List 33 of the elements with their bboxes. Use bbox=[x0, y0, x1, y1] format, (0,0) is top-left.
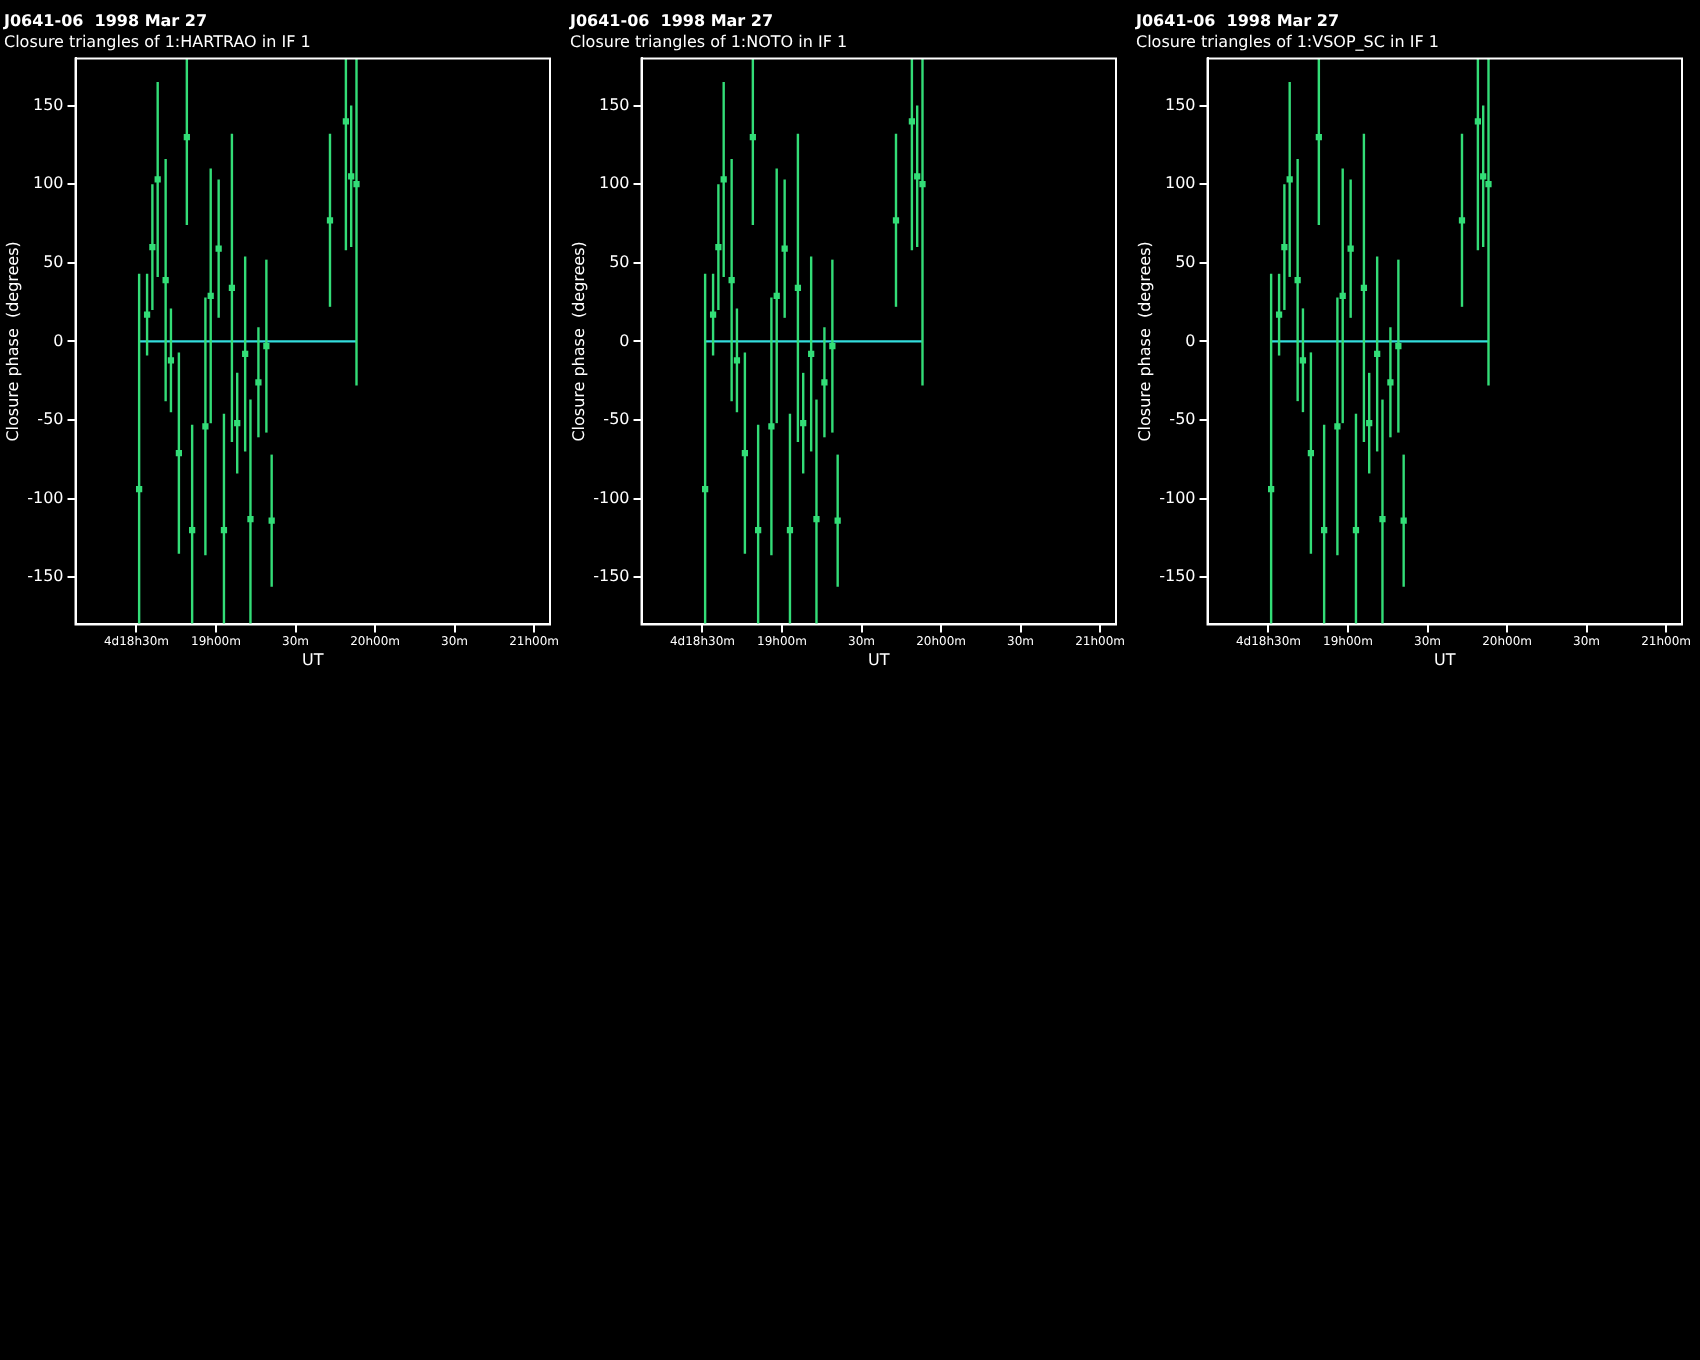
y-tick-label: -100 bbox=[1159, 488, 1196, 507]
y-tick-label: 100 bbox=[598, 174, 630, 193]
y-tick-label: 150 bbox=[598, 95, 630, 114]
y-axis-title: Closure phase (degrees) bbox=[569, 241, 588, 442]
y-tick-label: 0 bbox=[53, 331, 64, 350]
chart-subtitle: Closure triangles of 1:NOTO in IF 1 bbox=[570, 32, 848, 51]
y-tick-label: 100 bbox=[1164, 174, 1196, 193]
y-tick-label: 0 bbox=[619, 331, 630, 350]
y-tick-label: -100 bbox=[27, 488, 64, 507]
chart-subtitle: Closure triangles of 1:HARTRAO in IF 1 bbox=[4, 32, 311, 51]
y-tick-label: 0 bbox=[1185, 331, 1196, 350]
y-tick-label: -150 bbox=[593, 567, 630, 586]
y-tick-label: 150 bbox=[32, 95, 64, 114]
chart-title: J0641-06 1998 Mar 27 bbox=[2, 11, 208, 30]
y-tick-label: 100 bbox=[32, 174, 64, 193]
chart-title: J0641-06 1998 Mar 27 bbox=[568, 11, 774, 30]
x-axis-title: UT bbox=[868, 650, 890, 669]
chart-subtitle: Closure triangles of 1:VSOP_SC in IF 1 bbox=[1136, 32, 1439, 51]
chart-title: J0641-06 1998 Mar 27 bbox=[1134, 11, 1340, 30]
y-tick-label: -50 bbox=[37, 410, 64, 429]
y-tick-label: -50 bbox=[1169, 410, 1196, 429]
y-tick-label: -150 bbox=[27, 567, 64, 586]
y-tick-label: 50 bbox=[1175, 252, 1196, 271]
y-axis-title: Closure phase (degrees) bbox=[3, 241, 22, 442]
y-tick-label: 50 bbox=[609, 252, 630, 271]
y-axis-title: Closure phase (degrees) bbox=[1135, 241, 1154, 442]
y-tick-label: -100 bbox=[593, 488, 630, 507]
y-tick-label: -50 bbox=[603, 410, 630, 429]
y-tick-label: 50 bbox=[43, 252, 64, 271]
x-axis-title: UT bbox=[302, 650, 324, 669]
y-tick-label: -150 bbox=[1159, 567, 1196, 586]
x-axis-title: UT bbox=[1434, 650, 1456, 669]
y-tick-label: 150 bbox=[1164, 95, 1196, 114]
